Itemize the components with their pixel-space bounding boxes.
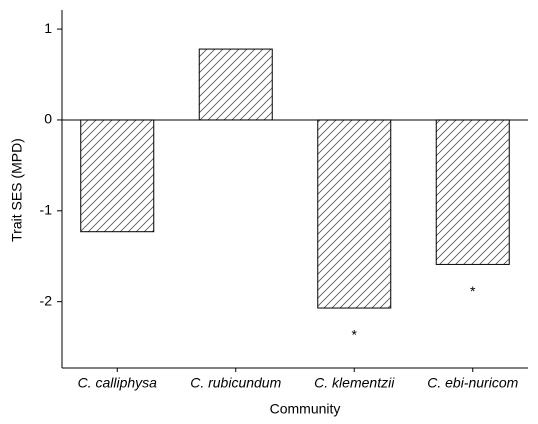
y-axis-label: Trait SES (MPD): [9, 138, 25, 242]
x-tick-label: C. ebi-nuricom: [427, 375, 518, 391]
y-tick-label: 0: [44, 111, 52, 127]
annotation: *: [470, 283, 476, 299]
y-tick-label: -2: [40, 292, 53, 308]
bar: [198, 48, 273, 121]
bar: [317, 119, 392, 309]
y-tick-label: -1: [40, 202, 53, 218]
x-axis-label: Community: [270, 401, 341, 417]
x-tick-label: C. calliphysa: [78, 375, 158, 391]
bar: [435, 119, 510, 265]
x-tick-label: C. rubicundum: [190, 375, 281, 391]
y-tick-label: 1: [44, 20, 52, 36]
bar: [80, 119, 155, 233]
annotation: *: [352, 327, 358, 343]
x-tick-label: C. klementzii: [314, 375, 395, 391]
